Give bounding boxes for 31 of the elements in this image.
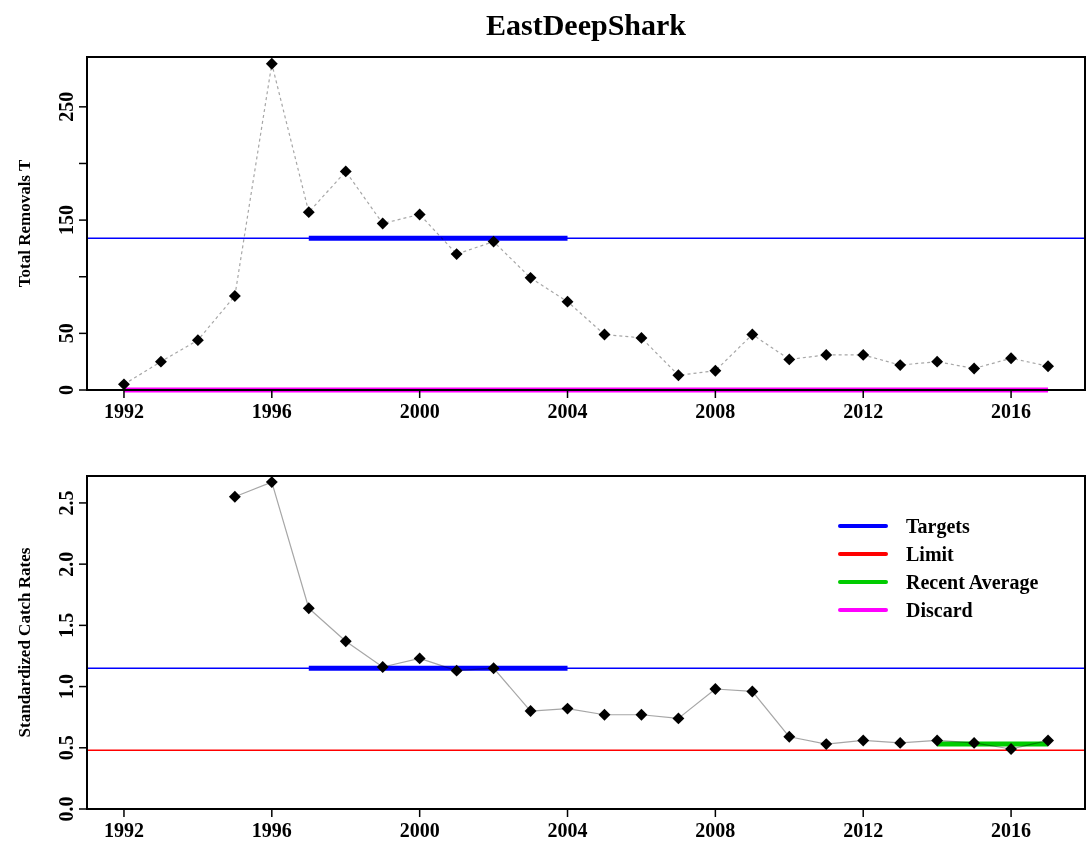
y-axis-title: Standardized Catch Rates xyxy=(15,547,34,738)
x-tick-label: 2016 xyxy=(991,819,1032,841)
x-tick-label: 2004 xyxy=(547,400,588,422)
x-tick-label: 2008 xyxy=(695,819,736,841)
x-tick-label: 1996 xyxy=(251,819,292,841)
legend-label: Recent Average xyxy=(906,571,1039,594)
legend-label: Discard xyxy=(906,599,973,621)
y-tick-label: 1.0 xyxy=(55,674,77,700)
x-tick-label: 2016 xyxy=(991,400,1032,422)
y-tick-label: 150 xyxy=(55,205,77,236)
legend-label: Targets xyxy=(906,515,970,538)
x-tick-label: 2000 xyxy=(399,400,440,422)
x-tick-label: 1992 xyxy=(103,400,144,422)
y-axis-title: Total Removals T xyxy=(15,159,34,288)
y-tick-label: 2.0 xyxy=(55,551,77,577)
chart-title: EastDeepShark xyxy=(485,8,687,41)
x-tick-label: 2012 xyxy=(843,400,884,422)
x-tick-label: 2012 xyxy=(843,819,884,841)
y-tick-label: 0.5 xyxy=(55,735,77,761)
y-tick-label: 1.5 xyxy=(55,612,77,638)
x-tick-label: 2008 xyxy=(695,400,736,422)
y-tick-label: 0 xyxy=(55,385,77,395)
y-tick-label: 2.5 xyxy=(55,490,77,516)
x-tick-label: 1992 xyxy=(103,819,144,841)
y-tick-label: 50 xyxy=(55,323,77,344)
x-tick-label: 2000 xyxy=(399,819,440,841)
legend-label: Limit xyxy=(906,543,955,565)
y-tick-label: 0.0 xyxy=(55,796,77,822)
x-tick-label: 1996 xyxy=(251,400,292,422)
x-tick-label: 2004 xyxy=(547,819,588,841)
y-tick-label: 250 xyxy=(55,91,77,122)
